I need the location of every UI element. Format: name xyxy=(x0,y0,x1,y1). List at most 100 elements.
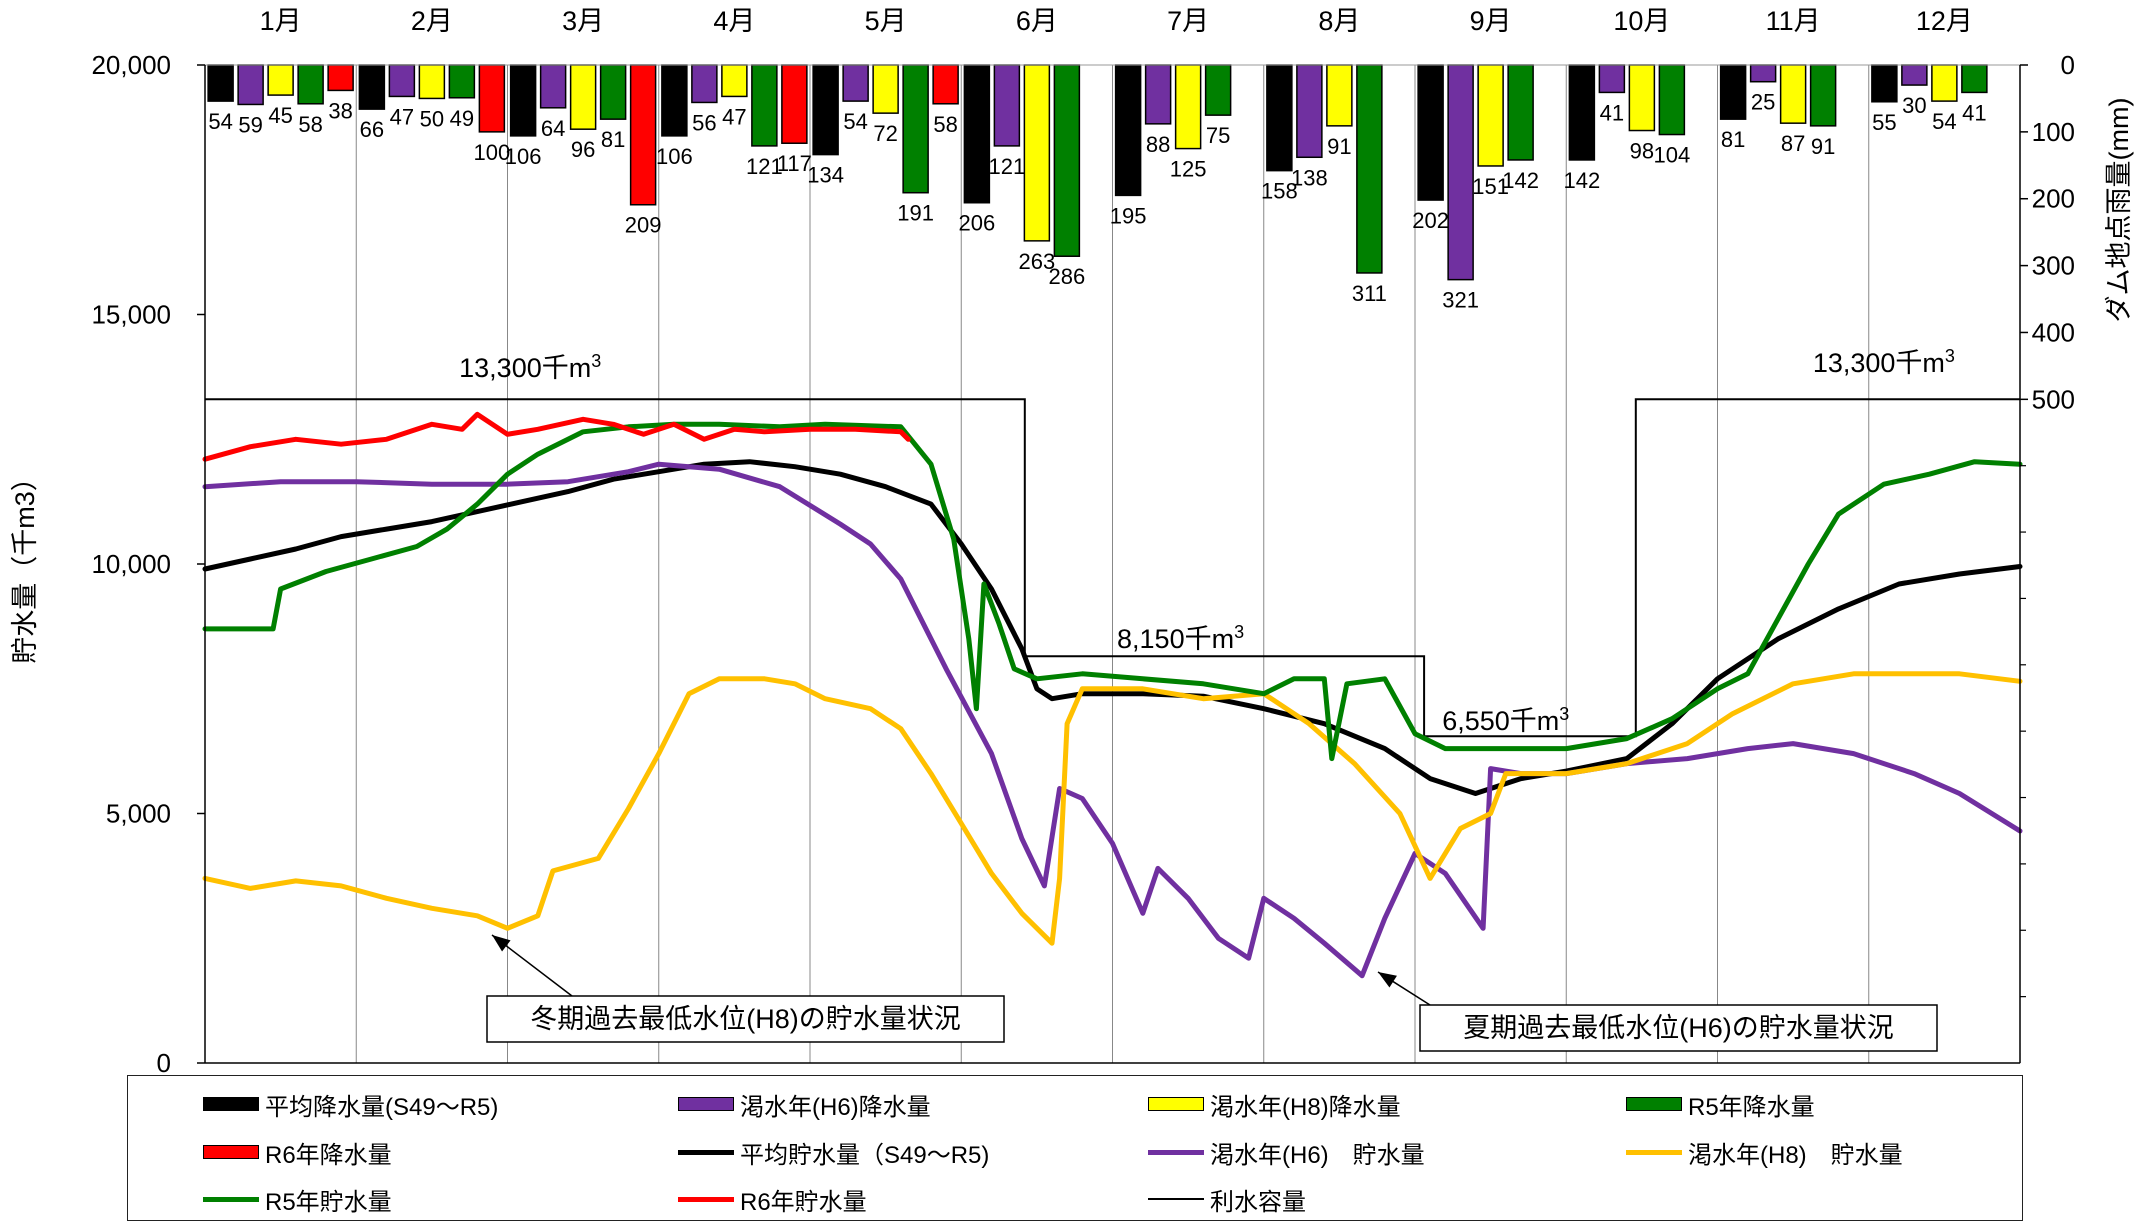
rainfall-value-label: 121 xyxy=(746,154,783,179)
legend-item: 渇水年(H8)降水量 xyxy=(1148,1086,1401,1122)
rainfall-bar xyxy=(509,64,537,137)
rainfall-bar xyxy=(1779,64,1807,124)
right-axis-tick-label: 300 xyxy=(2032,251,2075,281)
month-label: 10月 xyxy=(1613,6,1670,36)
rainfall-bar xyxy=(963,64,991,204)
capacity-line-group xyxy=(205,398,2020,738)
rainfall-bar xyxy=(902,64,929,194)
rainfall-bar xyxy=(812,64,839,156)
rainfall-bar xyxy=(691,64,718,104)
rainfall-value-label: 100 xyxy=(474,140,511,165)
rainfall-value-label: 41 xyxy=(1962,100,1986,125)
axes xyxy=(197,64,2028,1064)
month-label: 9月 xyxy=(1470,6,1512,36)
legend-swatch xyxy=(678,1149,734,1155)
rainfall-value-label: 45 xyxy=(268,103,292,128)
legend-swatch xyxy=(1626,1149,1682,1155)
legend-label: R6年貯水量 xyxy=(740,1188,867,1216)
legend-label: R5年降水量 xyxy=(1688,1093,1815,1121)
rainfall-value-label: 47 xyxy=(722,104,746,129)
rainfall-bar xyxy=(237,64,264,106)
callout-summer-arrow-head xyxy=(1378,972,1397,988)
legend-item: R6年降水量 xyxy=(203,1134,392,1170)
rainfall-value-label: 72 xyxy=(873,121,897,146)
month-label: 8月 xyxy=(1318,6,1360,36)
left-axis-tick-label: 15,000 xyxy=(91,300,171,330)
rainfall-value-label: 151 xyxy=(1472,174,1509,199)
rainfall-bar xyxy=(267,64,294,96)
rainfall-value-label: 209 xyxy=(625,213,662,238)
rainfall-value-label: 58 xyxy=(933,112,957,137)
rainfall-value-label: 104 xyxy=(1654,143,1691,168)
rainfall-bar xyxy=(569,64,597,130)
rainfall-value-label: 106 xyxy=(505,144,542,169)
rainfall-value-label: 106 xyxy=(656,144,693,169)
rainfall-bar xyxy=(1144,64,1172,125)
rainfall-value-label: 38 xyxy=(328,98,352,123)
rainfall-bar xyxy=(1749,64,1777,83)
rainfall-value-label: 81 xyxy=(601,127,625,152)
rainfall-value-label: 117 xyxy=(777,151,812,176)
rainfall-value-label: 286 xyxy=(1049,264,1086,289)
legend-label: R6年降水量 xyxy=(265,1141,392,1169)
rainfall-bar xyxy=(751,64,778,147)
rainfall-bar xyxy=(1961,64,1988,94)
month-label: 12月 xyxy=(1916,6,1973,36)
callout-summer-box xyxy=(1419,1004,1938,1052)
rainfall-bar xyxy=(388,64,416,98)
right-axis-tick-label: 0 xyxy=(2061,50,2075,80)
legend-label: 利水容量 xyxy=(1210,1188,1306,1216)
rainfall-bar xyxy=(1296,64,1323,159)
rainfall-value-label: 49 xyxy=(450,106,474,131)
rainfall-bar xyxy=(1053,64,1081,257)
month-label: 7月 xyxy=(1167,6,1209,36)
rainfall-bar xyxy=(661,64,688,137)
rainfall-value-label: 56 xyxy=(692,110,716,135)
rainfall-bar xyxy=(1507,64,1534,161)
month-label: 4月 xyxy=(713,6,755,36)
callout-winter-arrow-head xyxy=(492,935,511,952)
legend-item: 平均貯水量（S49～R5) xyxy=(678,1134,989,1170)
grid-lines xyxy=(355,65,1870,1063)
rainfall-value-label: 138 xyxy=(1291,165,1328,190)
storage-line xyxy=(202,671,2023,946)
rainfall-bar xyxy=(478,64,506,133)
rainfall-bar xyxy=(1417,64,1444,201)
legend-item: 平均降水量(S49～R5) xyxy=(203,1086,498,1122)
rainfall-value-label: 263 xyxy=(1019,249,1056,274)
callout-winter-box xyxy=(486,995,1005,1043)
legend-label: 渇水年(H6)降水量 xyxy=(740,1093,931,1121)
rainfall-bar xyxy=(1174,64,1202,150)
rainfall-bar xyxy=(1719,64,1747,120)
rainfall-value-label: 30 xyxy=(1902,93,1926,118)
rainfall-bar xyxy=(1356,64,1383,274)
left-axis-tick-label: 0 xyxy=(157,1048,171,1075)
rainfall-bar xyxy=(1568,64,1596,161)
right-axis-tick-label: 400 xyxy=(2032,317,2075,347)
legend-item: R6年貯水量 xyxy=(678,1181,867,1217)
left-axis-tick-label: 20,000 xyxy=(91,50,171,80)
capacity-label-winter-end: 13,300千m3 xyxy=(1813,346,1955,378)
callout-summer-text: 夏期過去最低水位(H6)の貯水量状況 xyxy=(1463,1013,1894,1043)
left-axis-tick-label: 10,000 xyxy=(91,549,171,579)
rainfall-value-label: 75 xyxy=(1206,123,1230,148)
rainfall-bar xyxy=(297,64,324,105)
legend-item: R5年貯水量 xyxy=(203,1181,392,1217)
rainfall-value-label: 311 xyxy=(1352,281,1387,306)
rainfall-value-label: 41 xyxy=(1600,100,1624,125)
rainfall-bar xyxy=(1326,64,1353,127)
rainfall-value-label: 55 xyxy=(1872,110,1896,135)
month-label: 1月 xyxy=(260,6,302,36)
rainfall-value-label: 158 xyxy=(1261,179,1298,204)
rainfall-bar xyxy=(1901,64,1928,86)
legend-label: 渇水年(H8)降水量 xyxy=(1210,1093,1401,1121)
rainfall-value-label: 195 xyxy=(1110,203,1147,228)
right-axis-tick-label: 500 xyxy=(2032,384,2075,414)
rainfall-value-label: 191 xyxy=(897,201,934,226)
rainfall-bar xyxy=(539,64,567,109)
rainfall-bar xyxy=(1204,64,1232,116)
legend: 平均降水量(S49～R5) 渇水年(H6)降水量 渇水年(H8)降水量 R5年降水量 R… xyxy=(127,1075,2023,1221)
left-axis-tick-label: 5,000 xyxy=(106,799,171,829)
rainfall-bar xyxy=(599,64,627,120)
capacity-label-sept: 6,550千m3 xyxy=(1442,704,1569,736)
